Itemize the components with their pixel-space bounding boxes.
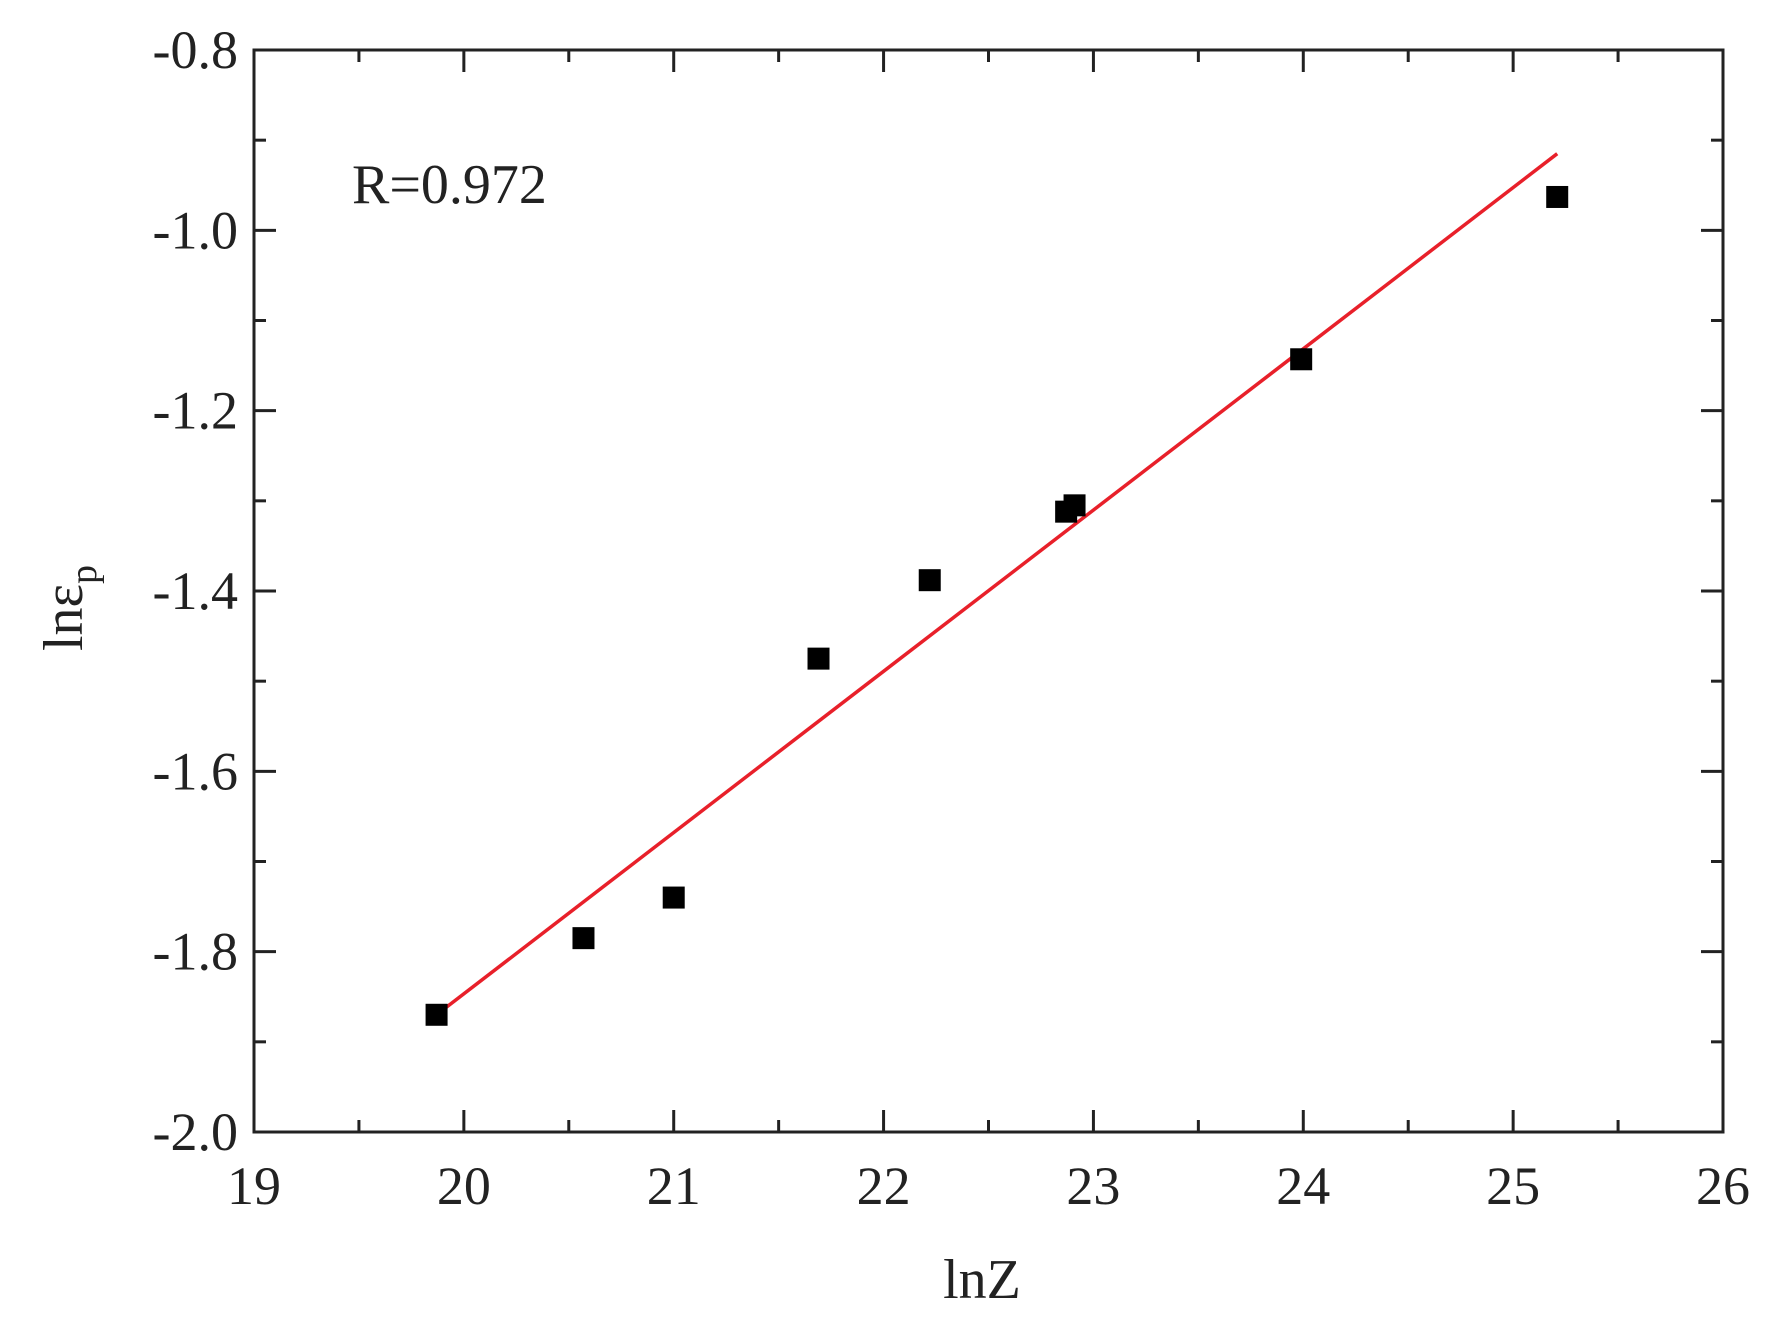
y-tick-label: -0.8 <box>153 20 238 80</box>
minor-ticks <box>254 50 1723 1132</box>
x-tick-label: 24 <box>1276 1156 1330 1216</box>
data-point <box>1290 348 1313 371</box>
x-tick-label: 22 <box>857 1156 911 1216</box>
y-tick-label: -1.8 <box>153 922 238 982</box>
correlation-annotation: R=0.972 <box>352 154 547 216</box>
data-point <box>662 886 685 909</box>
y-tick-label: -1.4 <box>153 561 238 621</box>
x-tick-label: 25 <box>1486 1156 1540 1216</box>
plot-frame <box>252 48 1725 1134</box>
y-axis-label-subscript: p <box>63 565 105 584</box>
fit-line-layer <box>435 152 1559 1017</box>
data-points <box>425 185 1569 1026</box>
data-point <box>1546 185 1569 208</box>
x-tick-label: 19 <box>227 1156 281 1216</box>
data-point <box>807 647 830 670</box>
data-point <box>572 927 595 950</box>
x-tick-label: 20 <box>437 1156 491 1216</box>
y-tick-label: -1.2 <box>153 381 238 441</box>
x-tick-labels: 19 20 21 22 23 24 25 26 <box>227 1156 1750 1216</box>
y-tick-label: -1.6 <box>153 741 238 801</box>
x-axis-label: lnZ <box>943 1249 1021 1311</box>
data-point <box>918 569 941 592</box>
y-tick-labels: -2.0 -1.8 -1.6 -1.4 -1.2 -1.0 -0.8 <box>153 20 238 1162</box>
data-point <box>1063 494 1086 517</box>
y-axis-label-main: lnε <box>33 584 95 651</box>
y-tick-label: -2.0 <box>153 1102 238 1162</box>
y-axis-label: lnεp <box>33 565 105 651</box>
x-tick-label: 23 <box>1066 1156 1120 1216</box>
y-tick-label: -1.0 <box>153 200 238 260</box>
data-point <box>425 1003 448 1026</box>
x-tick-label: 21 <box>647 1156 701 1216</box>
fit-line <box>435 152 1559 1017</box>
x-tick-label: 26 <box>1696 1156 1750 1216</box>
